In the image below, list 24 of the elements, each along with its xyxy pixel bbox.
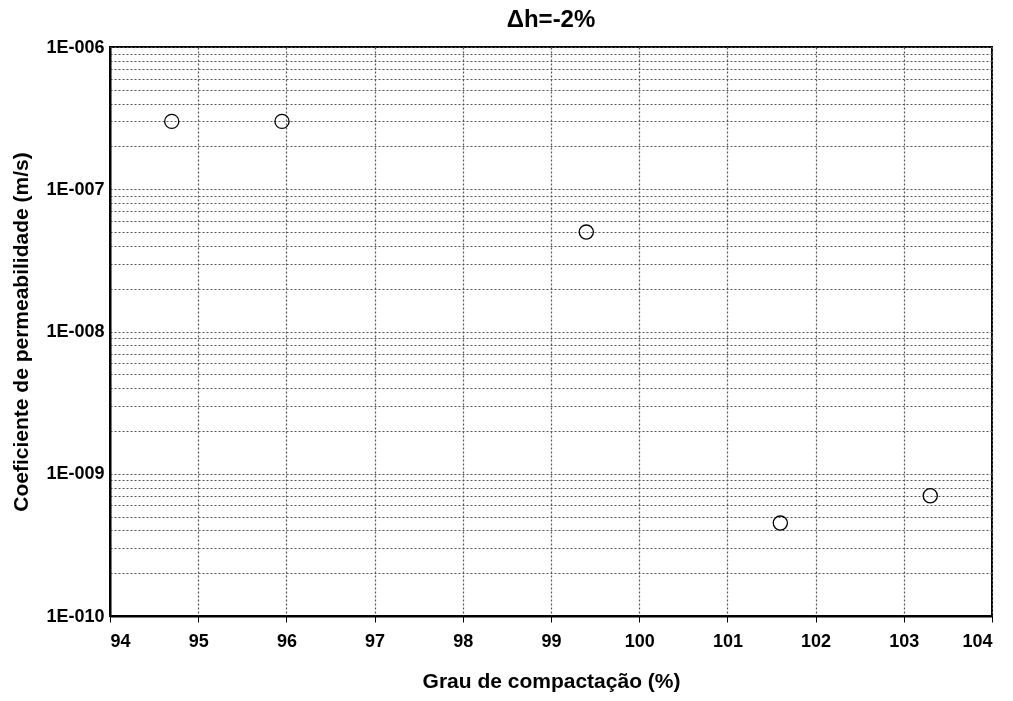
x-tick-label: 99 bbox=[541, 630, 562, 651]
x-tick-label: 97 bbox=[365, 630, 386, 651]
point bbox=[772, 515, 789, 531]
x-tick-label: 96 bbox=[276, 630, 297, 651]
chart-title: Δh=-2% bbox=[506, 5, 596, 32]
x-tick-label: 101 bbox=[712, 630, 743, 651]
x-tick-label: 103 bbox=[889, 630, 920, 651]
y-tick-label: 1E-009 bbox=[46, 463, 105, 484]
point bbox=[274, 113, 290, 130]
y-tick-label: 1E-008 bbox=[46, 321, 105, 341]
y-axis-title: Coeficiente de permeabilidade (m/s) bbox=[9, 152, 33, 512]
point bbox=[578, 224, 594, 240]
x-tick-label: 100 bbox=[624, 630, 655, 651]
point bbox=[922, 488, 938, 504]
y-tick-label: 1E-006 bbox=[46, 36, 105, 57]
y-tick-label: 1E-010 bbox=[46, 605, 105, 626]
x-tick-label: 102 bbox=[801, 630, 832, 651]
point bbox=[164, 113, 180, 130]
x-tick-label: 104 bbox=[962, 630, 993, 651]
y-tick-label: 1E-007 bbox=[46, 178, 105, 199]
x-tick-label: 98 bbox=[453, 630, 474, 651]
x-tick-label: 94 bbox=[110, 630, 131, 651]
x-tick-label: 95 bbox=[188, 630, 209, 651]
x-axis-title: Grau de compactação (%) bbox=[422, 668, 681, 692]
